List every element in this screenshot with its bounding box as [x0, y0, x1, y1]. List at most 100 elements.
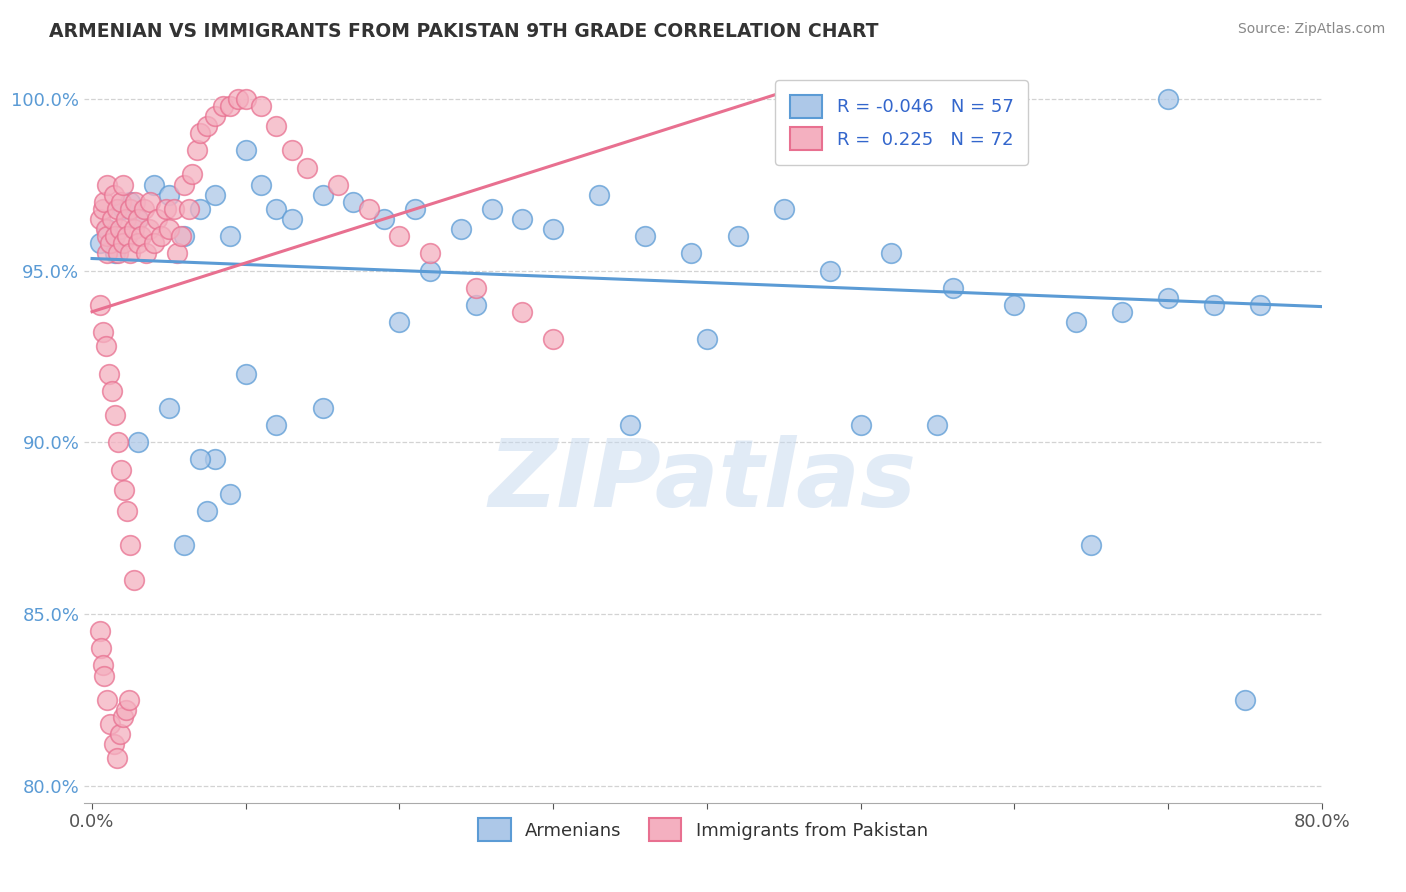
- Point: [101, 384, 124, 398]
- Point: [91, 202, 114, 216]
- Point: [219, 229, 242, 244]
- Point: [120, 246, 142, 260]
- Point: [195, 504, 218, 518]
- Point: [204, 109, 226, 123]
- Point: [419, 263, 441, 277]
- Point: [373, 212, 395, 227]
- Point: [226, 92, 249, 106]
- Point: [388, 315, 411, 329]
- Point: [311, 401, 333, 415]
- Point: [465, 298, 488, 312]
- Point: [849, 418, 872, 433]
- Point: [145, 212, 167, 227]
- Point: [103, 188, 125, 202]
- Point: [93, 194, 115, 209]
- Point: [404, 202, 426, 216]
- Point: [117, 504, 139, 518]
- Point: [772, 202, 794, 216]
- Point: [89, 235, 111, 250]
- Point: [465, 281, 488, 295]
- Point: [1157, 291, 1180, 305]
- Point: [97, 367, 120, 381]
- Point: [880, 246, 903, 260]
- Legend: Armenians, Immigrants from Pakistan: Armenians, Immigrants from Pakistan: [471, 811, 935, 848]
- Point: [195, 120, 218, 134]
- Point: [162, 202, 184, 216]
- Point: [177, 202, 200, 216]
- Point: [150, 229, 173, 244]
- Point: [96, 246, 118, 260]
- Point: [188, 126, 211, 140]
- Point: [124, 194, 146, 209]
- Point: [94, 339, 117, 353]
- Point: [696, 332, 718, 346]
- Point: [129, 229, 152, 244]
- Point: [1111, 304, 1133, 318]
- Point: [138, 222, 160, 236]
- Point: [94, 222, 117, 236]
- Point: [927, 418, 949, 433]
- Point: [89, 212, 111, 227]
- Point: [157, 222, 180, 236]
- Point: [727, 229, 749, 244]
- Point: [357, 202, 380, 216]
- Point: [481, 202, 503, 216]
- Point: [818, 263, 841, 277]
- Point: [235, 92, 257, 106]
- Point: [1157, 92, 1180, 106]
- Point: [115, 703, 138, 717]
- Point: [135, 246, 157, 260]
- Point: [1064, 315, 1087, 329]
- Point: [101, 212, 124, 227]
- Point: [173, 178, 195, 192]
- Point: [100, 235, 122, 250]
- Point: [326, 178, 349, 192]
- Point: [1080, 538, 1102, 552]
- Point: [142, 235, 165, 250]
- Point: [1233, 693, 1256, 707]
- Point: [188, 202, 211, 216]
- Point: [173, 229, 195, 244]
- Point: [250, 98, 273, 112]
- Point: [118, 693, 141, 707]
- Point: [115, 212, 138, 227]
- Point: [96, 222, 118, 236]
- Point: [91, 658, 114, 673]
- Point: [186, 144, 208, 158]
- Point: [634, 229, 657, 244]
- Point: [188, 452, 211, 467]
- Point: [250, 178, 273, 192]
- Point: [134, 202, 156, 216]
- Point: [311, 188, 333, 202]
- Point: [110, 194, 132, 209]
- Point: [281, 144, 304, 158]
- Point: [541, 222, 564, 236]
- Point: [117, 229, 139, 244]
- Point: [104, 229, 127, 244]
- Point: [105, 751, 128, 765]
- Point: [93, 669, 115, 683]
- Point: [104, 408, 127, 422]
- Point: [111, 710, 134, 724]
- Point: [619, 418, 641, 433]
- Point: [166, 246, 188, 260]
- Point: [120, 194, 142, 209]
- Point: [1202, 298, 1225, 312]
- Point: [112, 483, 135, 498]
- Point: [1002, 298, 1025, 312]
- Point: [142, 178, 165, 192]
- Point: [100, 716, 122, 731]
- Point: [111, 202, 134, 216]
- Point: [90, 641, 112, 656]
- Point: [105, 202, 128, 216]
- Text: Source: ZipAtlas.com: Source: ZipAtlas.com: [1237, 22, 1385, 37]
- Point: [157, 188, 180, 202]
- Point: [104, 246, 127, 260]
- Point: [127, 212, 149, 227]
- Point: [103, 738, 125, 752]
- Point: [107, 435, 129, 450]
- Point: [120, 202, 142, 216]
- Point: [450, 222, 472, 236]
- Point: [266, 120, 288, 134]
- Point: [419, 246, 441, 260]
